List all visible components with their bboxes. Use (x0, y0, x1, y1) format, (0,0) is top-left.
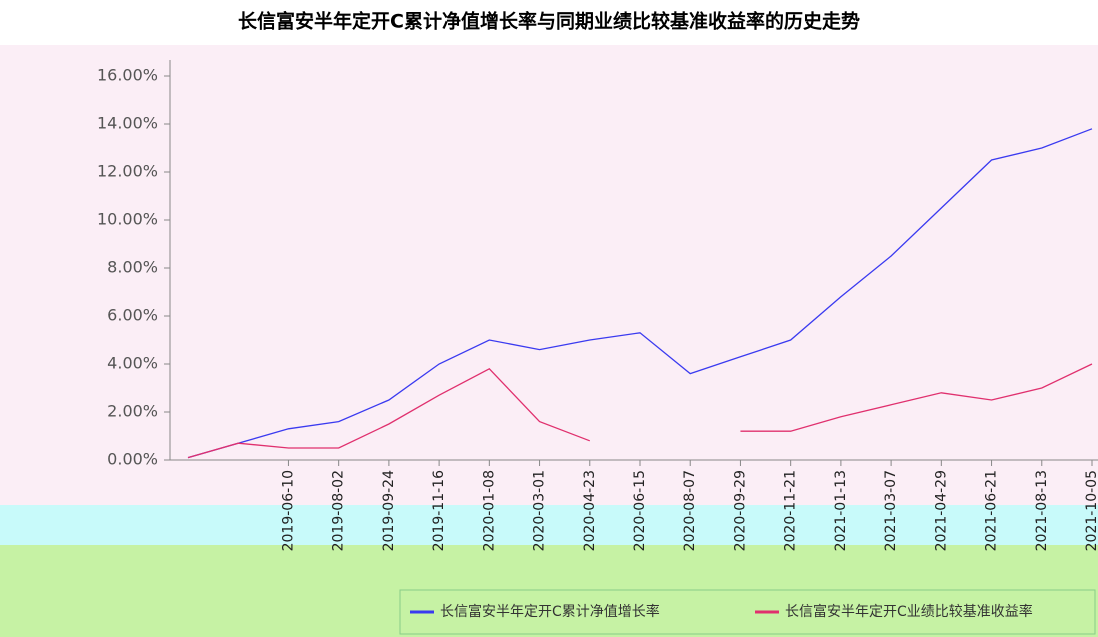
x-tick-label: 2021-06-21 (984, 470, 1000, 551)
chart-title: 长信富安半年定开C累计净值增长率与同期业绩比较基准收益率的历史走势 (238, 10, 860, 33)
x-tick-label: 2020-08-07 (682, 470, 698, 551)
legend-label: 长信富安半年定开C累计净值增长率 (440, 603, 660, 620)
legend-box (399, 589, 1096, 635)
title-band (0, 0, 1098, 45)
x-tick-label: 2021-04-29 (933, 470, 949, 551)
x-tick-label: 2020-03-01 (532, 470, 548, 551)
x-tick-label: 2019-11-16 (431, 470, 447, 551)
y-tick-label: 14.00% (97, 114, 158, 133)
y-tick-label: 10.00% (97, 210, 158, 229)
x-tick-label: 2020-06-15 (632, 470, 648, 551)
legend-label: 长信富安半年定开C业绩比较基准收益率 (785, 603, 1033, 620)
x-tick-label: 2020-09-29 (732, 470, 748, 551)
y-tick-label: 0.00% (107, 450, 158, 469)
x-tick-label: 2020-11-21 (783, 470, 799, 551)
y-tick-label: 12.00% (97, 162, 158, 181)
x-tick-label: 2019-09-24 (381, 470, 397, 551)
x-tick-label: 2021-01-13 (833, 470, 849, 551)
label-band (0, 505, 1098, 545)
series-line (187, 128, 1093, 459)
x-tick-label: 2019-08-02 (331, 470, 347, 551)
x-tick-label: 2021-10-05 (1084, 470, 1098, 551)
y-tick-label: 6.00% (107, 306, 158, 325)
y-tick-label: 16.00% (97, 66, 158, 85)
y-tick-label: 4.00% (107, 354, 158, 373)
x-tick-label: 2019-06-10 (280, 470, 296, 551)
series-line (187, 363, 1093, 459)
y-tick-label: 2.00% (107, 402, 158, 421)
x-tick-label: 2021-03-07 (883, 470, 899, 551)
x-tick-label: 2021-08-13 (1034, 470, 1050, 551)
y-tick-label: 8.00% (107, 258, 158, 277)
x-tick-label: 2020-04-23 (582, 470, 598, 551)
x-tick-label: 2020-01-08 (481, 470, 497, 551)
